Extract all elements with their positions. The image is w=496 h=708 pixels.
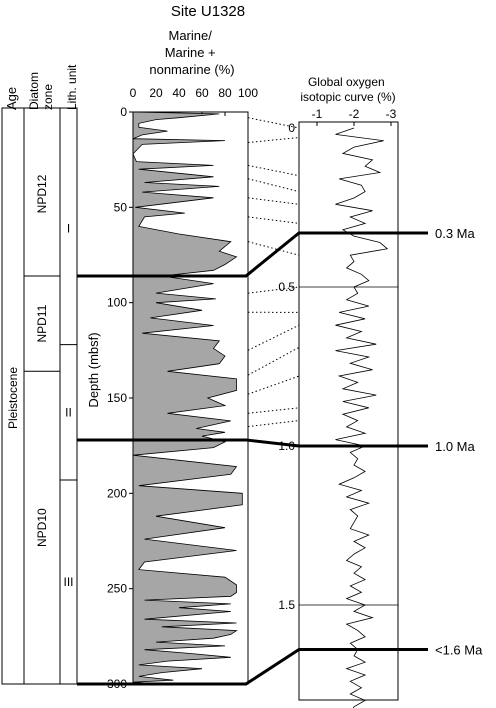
age-marker-line [77,231,428,278]
svg-text:Marine/ Marine + n: Marine/ Marine + nonmarine (%) [149,28,234,77]
chart-title: Site U1328 [171,3,245,20]
marine-xlabel-line-3: nonmarine (%) [149,62,234,77]
age-marker-label: 1.0 Ma [435,439,476,454]
marine-y-tick-label: 50 [114,200,128,214]
tie-line [247,375,300,395]
marine-x-tick-label: 40 [172,86,186,100]
marine-x-tick-label: 80 [218,86,232,100]
isotope-panel: Global oxygen isotopic curve (%) -1 -2 -3 … [278,75,399,708]
marine-y-tick-label: 250 [107,582,127,596]
lith-unit-label: II [65,405,72,419]
marine-x-tick-label: 0 [130,86,137,100]
tie-line [247,178,300,193]
diatom-zone-label: NPD10 [35,508,49,547]
marine-area-series [132,111,243,685]
isotope-xlabel-line-1: Global oxygen [308,75,385,89]
svg-text:Diatom zone: Diatom zone [27,69,55,110]
tie-line [247,346,300,376]
lith-unit-column [59,107,78,685]
tie-line [247,164,300,177]
isotope-x-tick-label: -2 [349,107,360,121]
age-marker-line [77,648,428,686]
isotope-age-ticks: 00.51.01.5 [278,121,398,612]
marine-ylabel: Depth (mbsf) [86,332,101,407]
diatom-zone-label: NPD12 [35,174,49,213]
isotope-frame [298,121,399,701]
marine-panel: Marine/ Marine + nonmarine (%) 0 20 40 60 80… [86,28,258,691]
diatom-zone-header: Diatom zone [27,69,55,110]
marine-y-tick-label: 150 [107,391,127,405]
tie-line [247,117,300,129]
tie-line [247,197,300,205]
tie-line [247,137,300,144]
tie-line [247,324,300,351]
isotope-age-label: 0 [288,121,295,135]
lith-unit-header: Lith. unit [65,64,79,110]
marine-y-tick-label: 100 [107,296,127,310]
marine-y-tick-label: 0 [120,105,127,119]
age-column-header: Age [4,87,19,110]
age-marker-label: 0.3 Ma [435,226,476,241]
marine-y-tick-label: 200 [107,486,127,500]
marine-x-tick-label: 60 [195,86,209,100]
isotope-age-label: 0.5 [278,280,295,294]
tie-line [247,286,300,294]
isotope-age-label: 1.5 [278,598,295,612]
marine-xlabel-line-1: Marine/ [169,28,213,43]
age-marker-label: <1.6 Ma [435,643,483,658]
marine-xlabel-line-2: Marine + [165,45,216,60]
lith-unit-label: I [67,221,70,235]
age-marker-line [77,438,428,448]
tie-line [247,420,300,428]
marine-x-tick-label: 100 [238,86,258,100]
tie-line [247,407,300,414]
diatom-zone-label: NPD11 [35,304,49,342]
age-markers: 0.3 Ma 1.0 Ma <1.6 Ma [77,226,483,686]
svg-text:Global oxygen isotopic c: Global oxygen isotopic curve (%) [300,75,395,104]
isotope-xlabel-line-2: isotopic curve (%) [300,90,395,104]
strat-columns [1,107,78,685]
isotope-x-tick-label: -1 [312,107,323,121]
isotope-curve-series [335,127,389,708]
isotope-x-ticks: -1 -2 -3 [312,107,397,126]
age-label: Pleistocene [6,367,20,429]
lith-unit-label: III [63,575,73,589]
tie-lines [247,117,300,428]
tie-line [247,241,300,256]
marine-x-ticks: 0 20 40 60 80 100 [130,86,258,116]
isotope-x-tick-label: -3 [386,107,397,121]
tie-line [247,216,300,224]
marine-x-tick-label: 20 [149,86,163,100]
